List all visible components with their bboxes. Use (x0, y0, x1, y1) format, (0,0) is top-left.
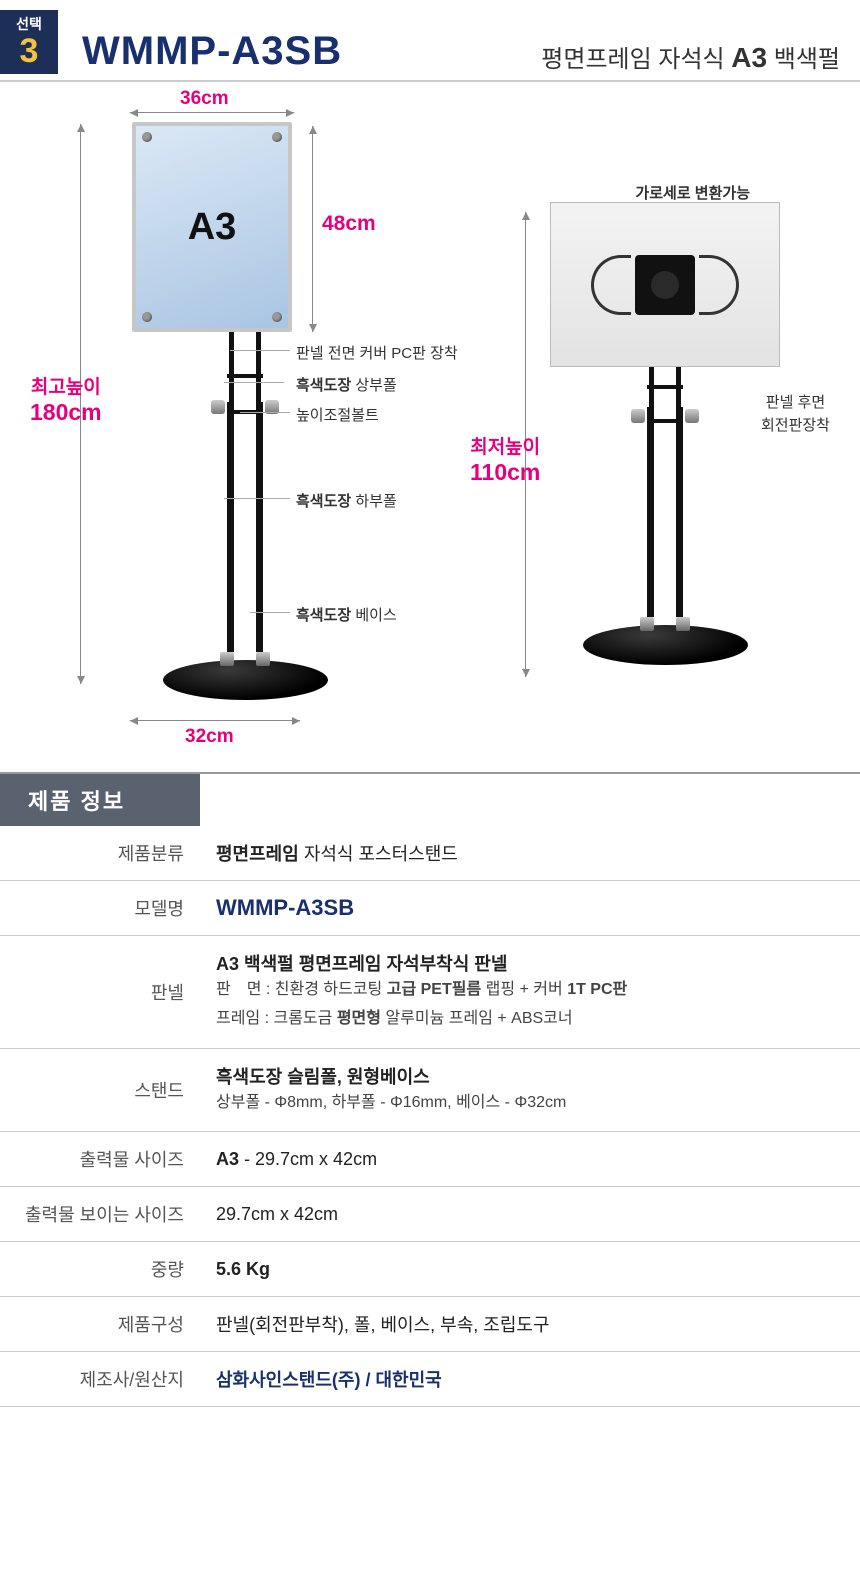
front-panel: A3 (132, 122, 292, 332)
dim-width: 36cm (180, 88, 229, 110)
table-row: 중량 5.6 Kg (0, 1242, 860, 1297)
product-subtitle: 평면프레임 자석식 A3 백색펄 (541, 39, 840, 74)
table-row: 출력물 보이는 사이즈 29.7cm x 42cm (0, 1187, 860, 1242)
table-row: 제품분류 평면프레임 자석식 포스터스탠드 (0, 826, 860, 881)
callout-back-mount: 판넬 후면 회전판장착 (761, 392, 830, 437)
dim-maxh-val: 180cm (30, 399, 102, 426)
callout-cover: 판넬 전면 커버 PC판 장착 (296, 342, 458, 363)
spec-model: WMMP-A3SB (200, 881, 860, 936)
spec-section-header: 제품 정보 (0, 772, 860, 826)
callout-upper-pole: 흑색도장 상부폴 (296, 374, 397, 395)
rotation-mount (635, 255, 695, 315)
base-disc (163, 660, 328, 700)
callout-bolt: 높이조절볼트 (296, 404, 379, 425)
dim-base: 32cm (185, 726, 234, 748)
spec-table: 제품분류 평면프레임 자석식 포스터스탠드 모델명 WMMP-A3SB 판넬 A… (0, 826, 860, 1407)
dim-maxh-label: 최고높이 (30, 372, 102, 399)
option-badge: 선택 3 (0, 10, 58, 74)
table-row: 판넬 A3 백색펄 평면프레임 자석부착식 판넬 판 면 : 친환경 하드코팅 … (0, 936, 860, 1049)
table-row: 제조사/원산지 삼화사인스탠드(주) / 대한민국 (0, 1352, 860, 1407)
callout-rotate: 가로세로 변환가능 (635, 182, 750, 203)
product-figure: 36cm 최고높이 180cm 48cm A3 32cm 판넬 전면 커버 PC… (0, 82, 860, 772)
callout-base: 흑색도장 베이스 (296, 604, 397, 625)
table-row: 출력물 사이즈 A3 - 29.7cm x 42cm (0, 1132, 860, 1187)
back-view (530, 202, 800, 665)
table-row: 제품구성 판넬(회전판부착), 폴, 베이스, 부속, 조립도구 (0, 1297, 860, 1352)
badge-number: 3 (0, 34, 58, 72)
table-row: 모델명 WMMP-A3SB (0, 881, 860, 936)
product-header: 선택 3 WMMP-A3SB 평면프레임 자석식 A3 백색펄 (0, 0, 860, 82)
table-row: 스탠드 흑색도장 슬림폴, 원형베이스 상부폴 - Φ8mm, 하부폴 - Φ1… (0, 1048, 860, 1132)
badge-label: 선택 (16, 16, 42, 32)
back-panel (550, 202, 780, 367)
spec-header-label: 제품 정보 (0, 774, 153, 826)
callout-lower-pole: 흑색도장 하부폴 (296, 490, 397, 511)
model-code: WMMP-A3SB (82, 29, 517, 74)
